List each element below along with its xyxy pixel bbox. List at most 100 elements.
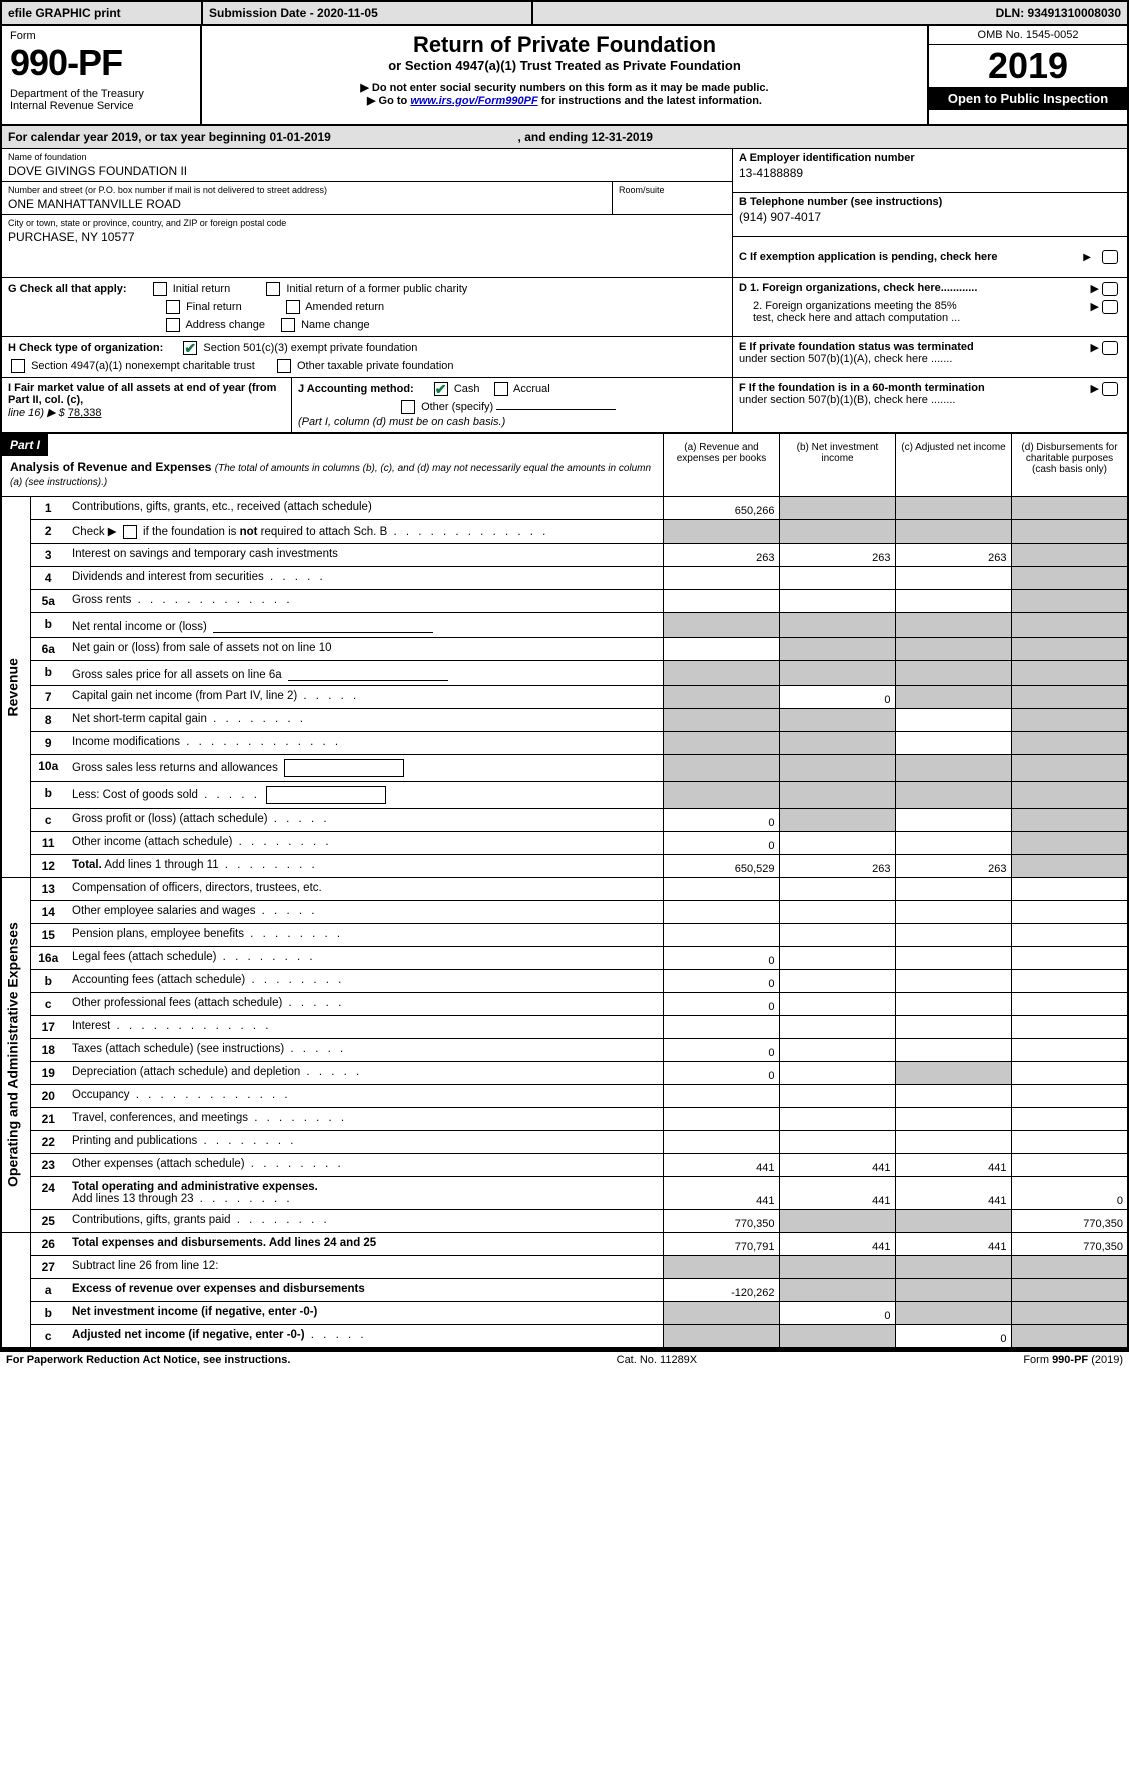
- l18-text: Taxes (attach schedule) (see instruction…: [72, 1043, 284, 1055]
- open-inspection: Open to Public Inspection: [929, 87, 1127, 110]
- line-3: 3 Interest on savings and temporary cash…: [2, 543, 1127, 566]
- l6b-text: Gross sales price for all assets on line…: [72, 669, 282, 681]
- line-8: 8 Net short-term capital gain: [2, 708, 1127, 731]
- l22-b: [779, 1130, 895, 1153]
- l23-c: 441: [895, 1153, 1011, 1176]
- l6b-no: b: [30, 660, 66, 685]
- l7-text: Capital gain net income (from Part IV, l…: [72, 690, 297, 702]
- l9-a: [663, 731, 779, 754]
- g-initial-checkbox[interactable]: [153, 282, 167, 296]
- l15-desc: Pension plans, employee benefits: [66, 923, 663, 946]
- l27b-desc: Net investment income (if negative, ente…: [66, 1301, 663, 1324]
- name-label: Name of foundation: [8, 152, 726, 162]
- d2-checkbox[interactable]: [1102, 300, 1118, 314]
- efile-label[interactable]: efile GRAPHIC print: [2, 2, 202, 25]
- revenue-expense-table: Revenue 1 Contributions, gifts, grants, …: [2, 497, 1127, 1349]
- j-cash-checkbox[interactable]: [434, 382, 448, 396]
- l20-d: [1011, 1084, 1127, 1107]
- line-21: 21 Travel, conferences, and meetings: [2, 1107, 1127, 1130]
- cal-end: 12-31-2019: [592, 130, 653, 144]
- l27c-text: Adjusted net income (if negative, enter …: [72, 1329, 305, 1341]
- l8-desc: Net short-term capital gain: [66, 708, 663, 731]
- line-5a: 5a Gross rents: [2, 589, 1127, 612]
- line-1: Revenue 1 Contributions, gifts, grants, …: [2, 497, 1127, 520]
- col-a-header: (a) Revenue and expenses per books: [663, 434, 779, 496]
- line-24: 24 Total operating and administrative ex…: [2, 1176, 1127, 1209]
- i-j-section: I Fair market value of all assets at end…: [2, 378, 732, 432]
- revenue-label: Revenue: [2, 497, 30, 877]
- c-checkbox[interactable]: [1102, 250, 1118, 264]
- irs-label: Internal Revenue Service: [10, 100, 192, 112]
- foundation-name: DOVE GIVINGS FOUNDATION II: [8, 162, 726, 178]
- g-address-checkbox[interactable]: [166, 318, 180, 332]
- e2: under section 507(b)(1)(A), check here .…: [739, 353, 952, 365]
- l14-d: [1011, 900, 1127, 923]
- g-label: G Check all that apply:: [8, 283, 127, 295]
- l16a-no: 16a: [30, 946, 66, 969]
- j-accrual-checkbox[interactable]: [494, 382, 508, 396]
- l6a-no: 6a: [30, 637, 66, 660]
- info-right: A Employer identification number 13-4188…: [732, 149, 1127, 277]
- l21-desc: Travel, conferences, and meetings: [66, 1107, 663, 1130]
- l18-c: [895, 1038, 1011, 1061]
- l16a-text: Legal fees (attach schedule): [72, 951, 216, 963]
- l17-a: [663, 1015, 779, 1038]
- l27c-no: c: [30, 1324, 66, 1348]
- i-section: I Fair market value of all assets at end…: [2, 378, 292, 432]
- d-section: D 1. Foreign organizations, check here..…: [732, 278, 1127, 336]
- l14-desc: Other employee salaries and wages: [66, 900, 663, 923]
- l1-d: [1011, 497, 1127, 520]
- l10a-no: 10a: [30, 754, 66, 781]
- i-value: 78,338: [68, 407, 102, 419]
- f-checkbox[interactable]: [1102, 382, 1118, 396]
- h-other-checkbox[interactable]: [277, 359, 291, 373]
- footer-right: Form 990-PF (2019): [1023, 1354, 1123, 1366]
- d1-checkbox[interactable]: [1102, 282, 1118, 296]
- l2-checkbox[interactable]: [123, 525, 137, 539]
- g-final-checkbox[interactable]: [166, 300, 180, 314]
- l23-d: [1011, 1153, 1127, 1176]
- l10c-desc: Gross profit or (loss) (attach schedule): [66, 808, 663, 831]
- address-cell: Number and street (or P.O. box number if…: [2, 182, 612, 214]
- cal-mid: , and ending: [518, 130, 592, 144]
- g-amended-checkbox[interactable]: [286, 300, 300, 314]
- city-cell: City or town, state or province, country…: [2, 215, 732, 247]
- g-name-checkbox[interactable]: [281, 318, 295, 332]
- l19-c: [895, 1061, 1011, 1084]
- h-4947-checkbox[interactable]: [11, 359, 25, 373]
- line-27a: a Excess of revenue over expenses and di…: [2, 1278, 1127, 1301]
- h-501c3-checkbox[interactable]: [183, 341, 197, 355]
- g-initial-former-checkbox[interactable]: [266, 282, 280, 296]
- line-11: 11 Other income (attach schedule) 0: [2, 831, 1127, 854]
- line-16a: 16a Legal fees (attach schedule) 0: [2, 946, 1127, 969]
- l26-no: 26: [30, 1232, 66, 1255]
- line-4: 4 Dividends and interest from securities: [2, 566, 1127, 589]
- l27a-text: Excess of revenue over expenses and disb…: [72, 1283, 365, 1295]
- h-label: H Check type of organization:: [8, 342, 163, 354]
- l16b-c: [895, 969, 1011, 992]
- l16b-desc: Accounting fees (attach schedule): [66, 969, 663, 992]
- l1-a: 650,266: [663, 497, 779, 520]
- l15-d: [1011, 923, 1127, 946]
- line-16b: b Accounting fees (attach schedule) 0: [2, 969, 1127, 992]
- l3-d: [1011, 543, 1127, 566]
- l5b-desc: Net rental income or (loss): [66, 612, 663, 637]
- l11-c: [895, 831, 1011, 854]
- l21-no: 21: [30, 1107, 66, 1130]
- top-bar: efile GRAPHIC print Submission Date - 20…: [2, 2, 1127, 26]
- h-other: Other taxable private foundation: [297, 360, 454, 372]
- section-i-j-f: I Fair market value of all assets at end…: [2, 378, 1127, 432]
- l24-c: 441: [895, 1176, 1011, 1209]
- l7-no: 7: [30, 685, 66, 708]
- l14-no: 14: [30, 900, 66, 923]
- line-2: 2 Check ▶ if the foundation is not requi…: [2, 520, 1127, 544]
- irs-link[interactable]: www.irs.gov/Form990PF: [410, 95, 537, 107]
- j-other-checkbox[interactable]: [401, 400, 415, 414]
- l15-a: [663, 923, 779, 946]
- ein-cell: A Employer identification number 13-4188…: [733, 149, 1127, 193]
- j-accrual: Accrual: [513, 383, 550, 395]
- l22-c: [895, 1130, 1011, 1153]
- e-checkbox[interactable]: [1102, 341, 1118, 355]
- info-left: Name of foundation DOVE GIVINGS FOUNDATI…: [2, 149, 732, 277]
- cal-pre: For calendar year 2019, or tax year begi…: [8, 130, 269, 144]
